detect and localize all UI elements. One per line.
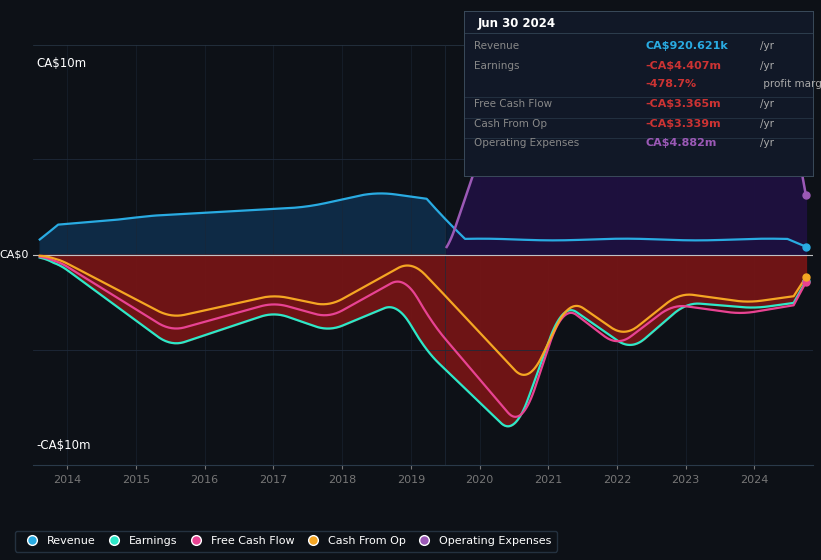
Text: /yr: /yr [760,138,774,148]
Text: -CA$10m: -CA$10m [37,439,91,452]
Text: CA$4.882m: CA$4.882m [645,138,717,148]
Text: Jun 30 2024: Jun 30 2024 [478,17,556,30]
Text: Free Cash Flow: Free Cash Flow [475,99,553,109]
Text: /yr: /yr [760,61,774,71]
Text: -CA$3.365m: -CA$3.365m [645,99,721,109]
Text: /yr: /yr [760,119,774,129]
Text: -CA$4.407m: -CA$4.407m [645,61,722,71]
Text: -CA$3.339m: -CA$3.339m [645,119,721,129]
Text: profit margin: profit margin [760,79,821,89]
Text: -478.7%: -478.7% [645,79,696,89]
Text: CA$920.621k: CA$920.621k [645,41,728,52]
Text: /yr: /yr [760,41,774,52]
Text: Cash From Op: Cash From Op [475,119,548,129]
Text: CA$0: CA$0 [0,250,29,260]
Text: Earnings: Earnings [475,61,520,71]
Text: Operating Expenses: Operating Expenses [475,138,580,148]
Text: /yr: /yr [760,99,774,109]
Legend: Revenue, Earnings, Free Cash Flow, Cash From Op, Operating Expenses: Revenue, Earnings, Free Cash Flow, Cash … [15,530,557,552]
Text: CA$10m: CA$10m [37,58,87,71]
Text: Revenue: Revenue [475,41,520,52]
